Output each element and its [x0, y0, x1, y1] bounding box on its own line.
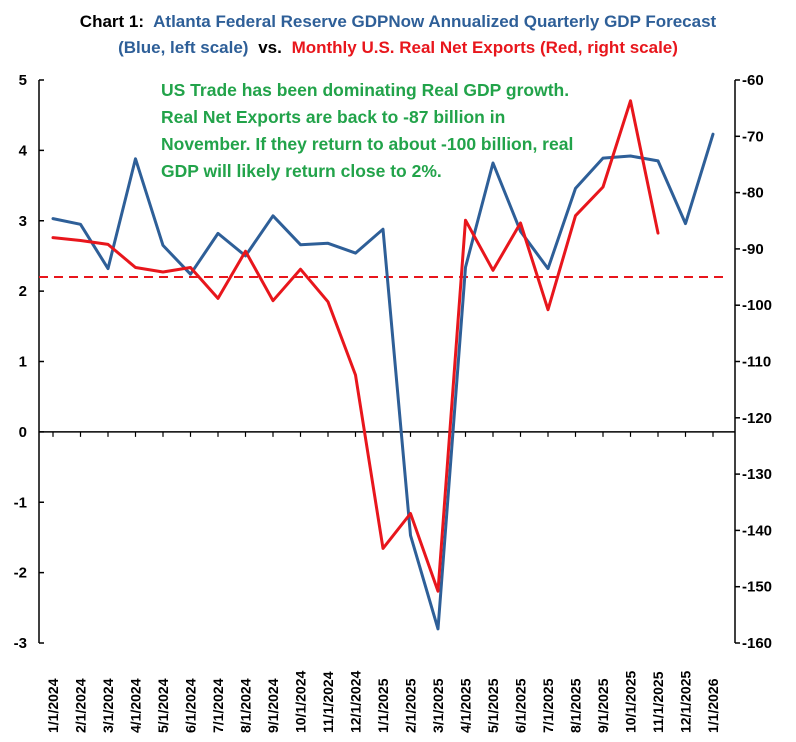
right-tick-label: -140: [742, 522, 772, 539]
title-vs: vs.: [258, 38, 282, 57]
annotation-line-3: November. If they return to about -100 b…: [161, 134, 573, 154]
annotation: US Trade has been dominating Real GDP gr…: [161, 80, 573, 181]
series-lines: [51, 99, 715, 631]
x-axis-ticks: 1/1/2024 2/1/2024 3/1/2024 4/1/2024 5/1/2024…: [45, 431, 721, 733]
annotation-line-4: GDP will likely return close to 2%.: [161, 161, 442, 181]
x-tick-label: 11/1/2024: [320, 671, 336, 733]
right-tick-label: -70: [742, 128, 764, 145]
left-tick-label: -1: [14, 494, 27, 511]
x-tick-label: 3/1/2025: [430, 678, 446, 733]
x-tick-label: 3/1/2024: [100, 678, 116, 733]
x-tick-label: 10/1/2025: [623, 671, 639, 733]
right-tick-label: -150: [742, 579, 772, 596]
title-blue-scale: (Blue, left scale): [118, 38, 248, 57]
x-tick-label: 5/1/2025: [485, 678, 501, 733]
left-tick-label: 0: [19, 424, 27, 441]
x-tick-label: 2/1/2025: [403, 678, 419, 733]
x-tick-label: 1/1/2026: [705, 678, 721, 733]
x-tick-label: 1/1/2025: [375, 678, 391, 733]
left-tick-label: -2: [14, 565, 27, 582]
svg-text:(Blue, left scale) vs.: (Blue, left scale) vs. Monthly U.S. Real…: [118, 38, 678, 57]
x-tick-label: 7/1/2024: [210, 678, 226, 733]
x-tick-label: 8/1/2025: [568, 678, 584, 733]
x-tick-label: 4/1/2024: [128, 678, 144, 733]
left-tick-label: 2: [19, 283, 27, 300]
title-prefix: Chart 1:: [80, 12, 144, 31]
x-tick-label: 11/1/2025: [650, 671, 666, 733]
x-tick-label: 9/1/2025: [595, 678, 611, 733]
left-tick-label: 1: [19, 354, 27, 371]
net-exports-series-line: [51, 99, 660, 593]
left-tick-label: 5: [19, 72, 27, 89]
x-tick-label: 8/1/2024: [238, 678, 254, 733]
x-tick-label: 10/1/2024: [293, 671, 309, 733]
x-tick-label: 4/1/2025: [458, 678, 474, 733]
right-tick-label: -110: [742, 354, 771, 371]
left-tick-label: 4: [19, 142, 28, 159]
right-tick-label: -60: [742, 72, 764, 89]
annotation-line-1: US Trade has been dominating Real GDP gr…: [161, 80, 569, 100]
right-axis-ticks: -160 -150 -140 -130 -120 -110 -100 -90 -80 -70 -60: [735, 72, 772, 652]
title-line1-main: Atlanta Federal Reserve GDPNow Annualize…: [153, 12, 716, 31]
right-tick-label: -90: [742, 241, 764, 258]
right-tick-label: -80: [742, 185, 764, 202]
x-tick-label: 1/1/2024: [45, 678, 61, 733]
chart-title: Chart 1: Atlanta Federal Reserve GDPNow …: [80, 12, 717, 57]
left-tick-label: 3: [19, 213, 27, 230]
left-axis-ticks: -3 -2 -1 0 1 2 3 4 5: [14, 72, 44, 652]
title-red-scale: Monthly U.S. Real Net Exports (Red, righ…: [292, 38, 678, 57]
right-tick-label: -130: [742, 466, 772, 483]
x-tick-label: 9/1/2024: [265, 678, 281, 733]
gdpnow-series-line: [51, 132, 715, 631]
right-tick-label: -120: [742, 410, 772, 427]
right-tick-label: -160: [742, 635, 772, 652]
x-tick-label: 2/1/2024: [73, 678, 89, 733]
right-tick-label: -100: [742, 297, 772, 314]
left-tick-label: -3: [14, 635, 27, 652]
annotation-line-2: Real Net Exports are back to -87 billion…: [161, 107, 505, 127]
svg-text:Chart 1: Atlanta Federal: Chart 1: Atlanta Federal Reserve GDPNow …: [80, 12, 717, 31]
x-tick-label: 6/1/2024: [183, 678, 199, 733]
x-tick-label: 6/1/2025: [513, 678, 529, 733]
x-tick-label: 5/1/2024: [155, 678, 171, 733]
x-tick-label: 12/1/2024: [348, 671, 364, 733]
x-tick-label: 7/1/2025: [540, 678, 556, 733]
x-tick-label: 12/1/2025: [678, 671, 694, 733]
